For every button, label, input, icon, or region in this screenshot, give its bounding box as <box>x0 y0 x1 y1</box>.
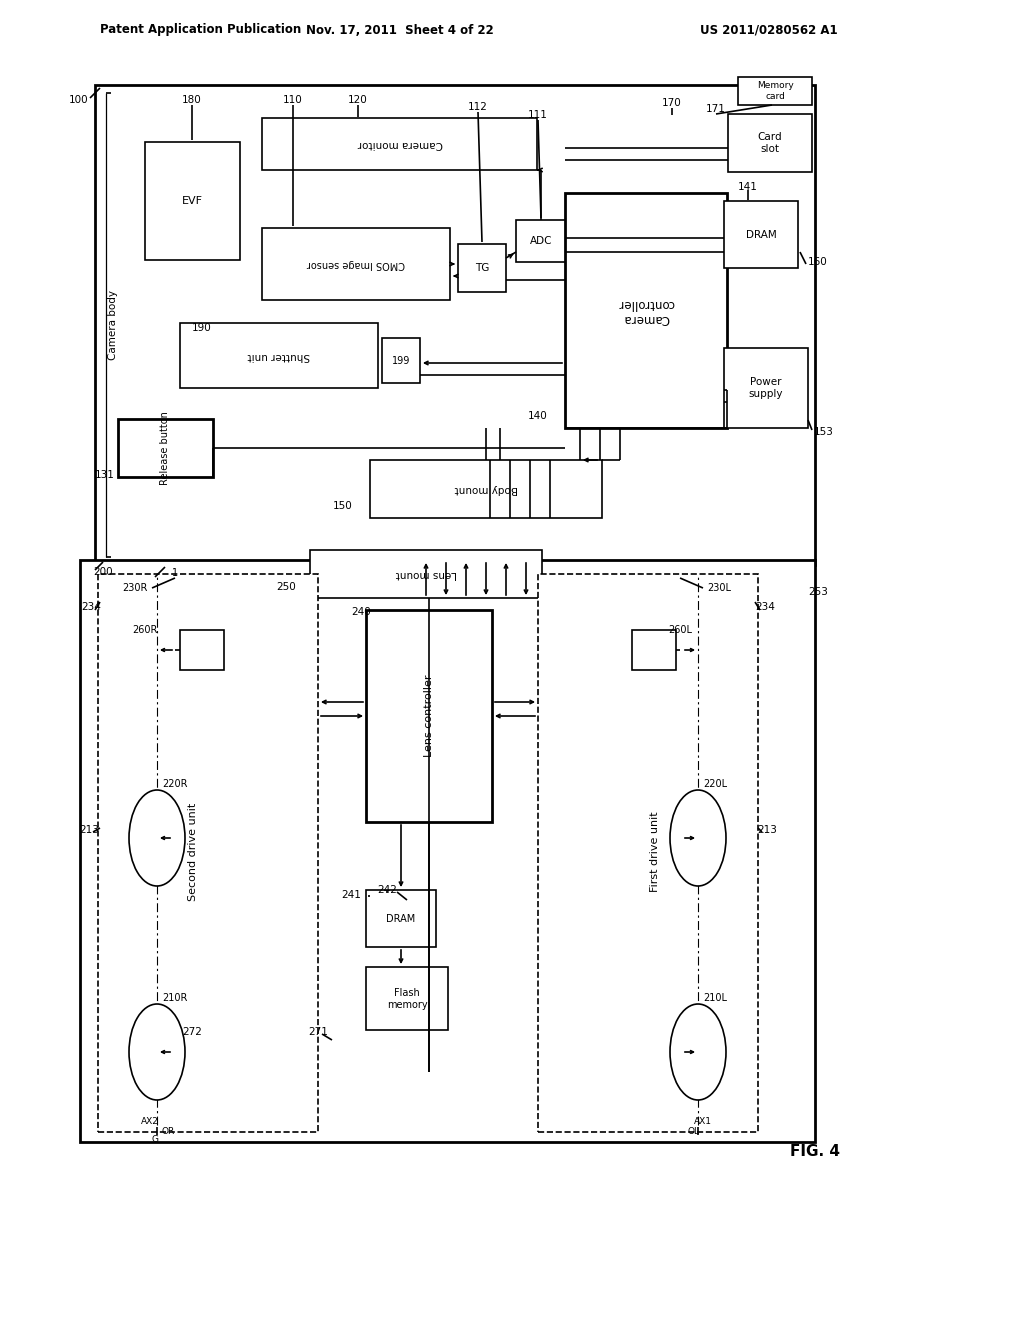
Bar <box>458 244 506 292</box>
Text: 180: 180 <box>182 95 202 106</box>
Text: 230L: 230L <box>707 583 731 593</box>
Text: DRAM: DRAM <box>386 913 416 924</box>
Text: Memory
card: Memory card <box>757 82 794 100</box>
Text: 140: 140 <box>528 411 548 421</box>
Text: AX1: AX1 <box>694 1118 712 1126</box>
Text: 150: 150 <box>333 502 353 511</box>
Bar <box>538 574 758 1133</box>
Bar <box>98 574 318 1133</box>
Text: 240: 240 <box>351 607 371 616</box>
Text: 220R: 220R <box>162 779 187 789</box>
Text: US 2011/0280562 A1: US 2011/0280562 A1 <box>700 24 838 37</box>
Text: 111: 111 <box>528 110 548 120</box>
Text: Card
slot: Card slot <box>758 132 782 154</box>
Text: 260L: 260L <box>668 624 692 635</box>
Text: 220L: 220L <box>703 779 727 789</box>
Bar <box>262 228 450 300</box>
Text: Second drive unit: Second drive unit <box>188 803 198 902</box>
Text: 230R: 230R <box>123 583 148 593</box>
Text: FIG. 4: FIG. 4 <box>790 1144 840 1159</box>
Bar <box>310 550 542 598</box>
Text: 141: 141 <box>738 182 758 191</box>
Bar <box>738 77 812 106</box>
Text: ADC: ADC <box>529 236 552 246</box>
Text: 171: 171 <box>707 104 726 114</box>
Text: 253: 253 <box>808 587 827 597</box>
Text: Lens mount: Lens mount <box>395 569 457 579</box>
Text: 213: 213 <box>757 825 777 836</box>
Text: Camera monitor: Camera monitor <box>357 139 442 149</box>
Bar <box>370 459 602 517</box>
Text: 199: 199 <box>392 356 411 366</box>
Text: AX2: AX2 <box>141 1118 159 1126</box>
Text: Release button: Release button <box>160 411 170 484</box>
Text: 200: 200 <box>93 568 113 577</box>
Bar <box>366 610 492 822</box>
Text: Shutter unit: Shutter unit <box>248 351 310 360</box>
Text: 210R: 210R <box>162 993 187 1003</box>
Text: 1: 1 <box>172 568 178 578</box>
Text: 271: 271 <box>308 1027 328 1038</box>
Text: 190: 190 <box>193 323 212 333</box>
Text: 170: 170 <box>663 98 682 108</box>
Bar <box>118 418 213 477</box>
Text: OL: OL <box>688 1126 700 1135</box>
Bar <box>724 348 808 428</box>
Text: 234: 234 <box>81 602 101 612</box>
Text: DRAM: DRAM <box>745 230 776 240</box>
Text: 112: 112 <box>468 102 488 112</box>
Text: G: G <box>152 1134 159 1143</box>
Text: Power
supply: Power supply <box>749 378 783 399</box>
Text: 250: 250 <box>276 582 296 591</box>
Bar <box>516 220 566 261</box>
Ellipse shape <box>129 789 185 886</box>
Ellipse shape <box>129 1005 185 1100</box>
Text: Nov. 17, 2011  Sheet 4 of 22: Nov. 17, 2011 Sheet 4 of 22 <box>306 24 494 37</box>
Text: 272: 272 <box>182 1027 202 1038</box>
Text: 153: 153 <box>814 426 834 437</box>
Text: Camera
controller: Camera controller <box>617 297 675 325</box>
Text: OR: OR <box>162 1126 175 1135</box>
Ellipse shape <box>670 1005 726 1100</box>
Text: 100: 100 <box>69 95 88 106</box>
Text: EVF: EVF <box>181 195 203 206</box>
Ellipse shape <box>670 789 726 886</box>
Text: 110: 110 <box>283 95 303 106</box>
Bar <box>95 84 815 565</box>
Text: 241: 241 <box>341 890 361 900</box>
Bar <box>366 890 436 946</box>
Bar <box>145 143 240 260</box>
Text: Camera body: Camera body <box>108 290 118 360</box>
Text: 160: 160 <box>808 257 827 267</box>
Text: 210L: 210L <box>703 993 727 1003</box>
Bar <box>366 968 449 1030</box>
Bar <box>80 560 815 1142</box>
Bar <box>180 323 378 388</box>
Text: 260R: 260R <box>133 624 158 635</box>
Text: Body mount: Body mount <box>455 484 518 494</box>
Text: Patent Application Publication: Patent Application Publication <box>100 24 301 37</box>
Bar <box>180 630 224 671</box>
Text: 131: 131 <box>95 470 115 480</box>
Text: Flash
memory: Flash memory <box>387 989 427 1010</box>
Text: Lens controller: Lens controller <box>424 675 434 758</box>
Bar <box>262 117 537 170</box>
Bar <box>382 338 420 383</box>
Bar <box>565 193 727 428</box>
Text: First drive unit: First drive unit <box>650 812 660 892</box>
Text: 234: 234 <box>755 602 775 612</box>
Text: 242: 242 <box>377 884 397 895</box>
Text: 213: 213 <box>79 825 99 836</box>
Bar <box>724 201 798 268</box>
Bar <box>632 630 676 671</box>
Bar <box>728 114 812 172</box>
Text: TG: TG <box>475 263 489 273</box>
Text: 120: 120 <box>348 95 368 106</box>
Text: CMOS Image sensor: CMOS Image sensor <box>307 259 406 269</box>
